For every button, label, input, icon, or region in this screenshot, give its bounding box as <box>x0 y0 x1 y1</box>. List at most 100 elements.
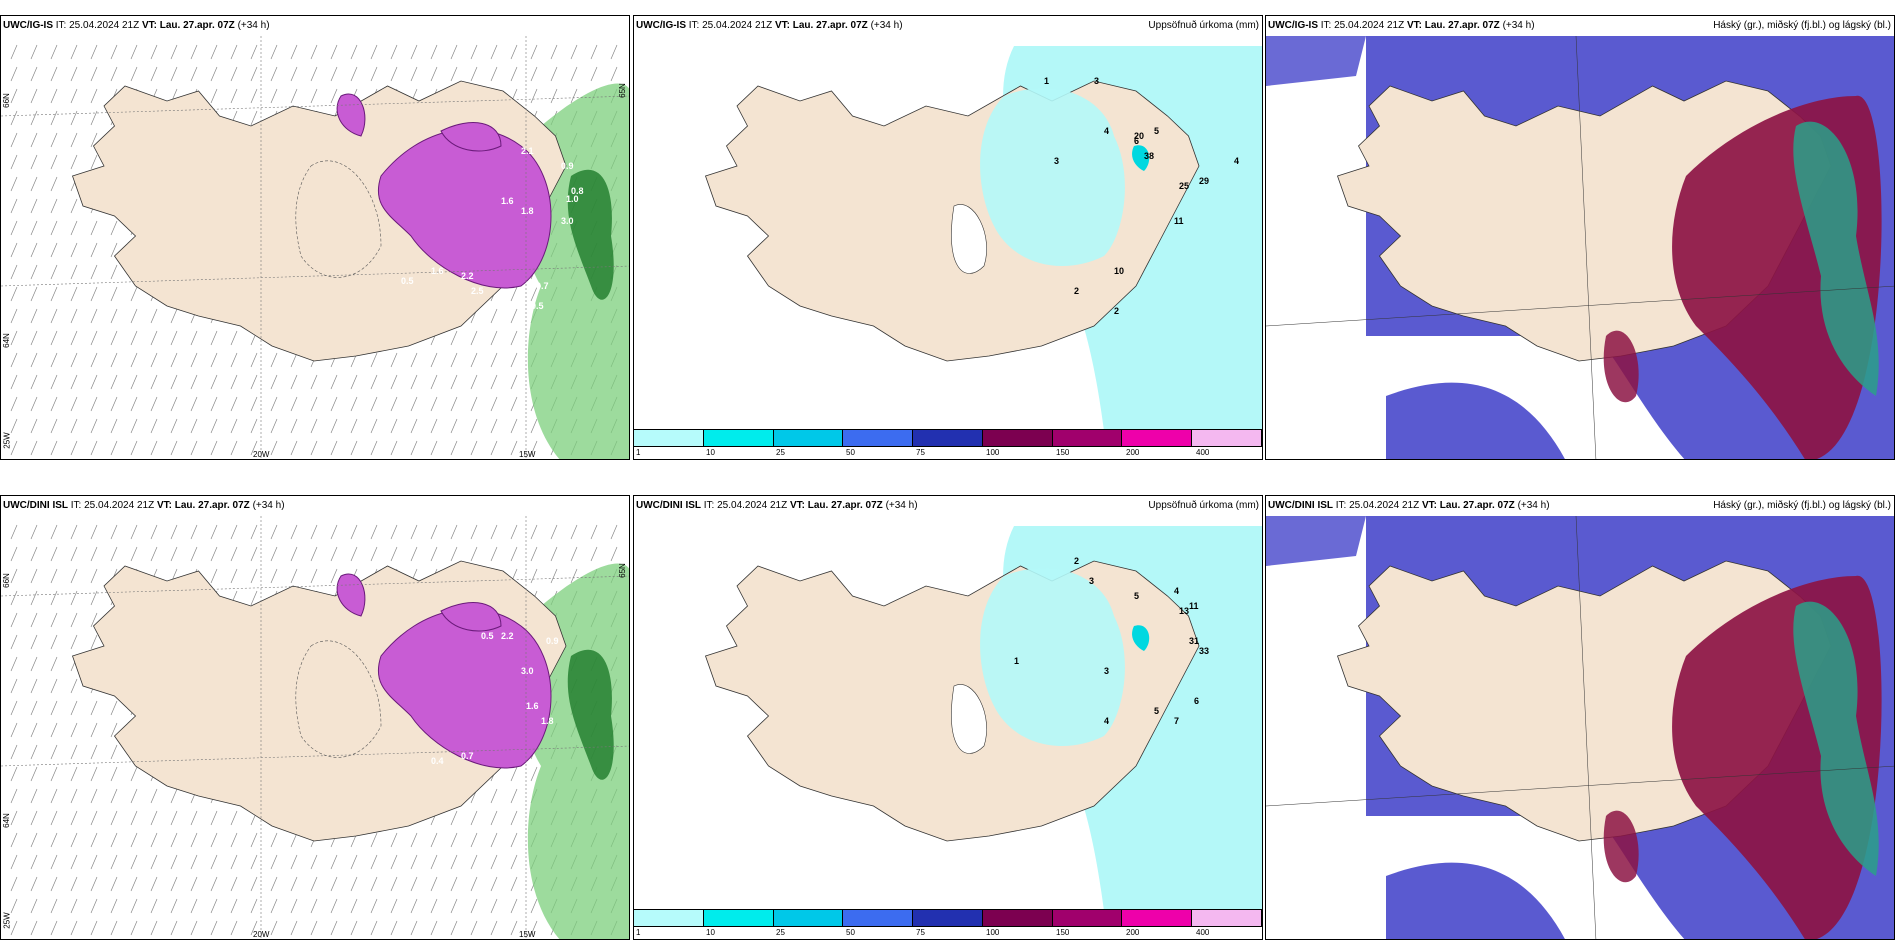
map-value-label: 0.8 <box>571 186 584 196</box>
model-name: UWC/DINI ISL <box>636 500 701 511</box>
map-canvas <box>1266 516 1894 939</box>
scale-tick-label: 150 <box>1056 928 1070 937</box>
scale-swatch <box>1192 430 1262 446</box>
map-value-label: 4 <box>1174 586 1180 596</box>
panel-header: UWC/IG-IS IT: 25.04.2024 21Z VT: Lau. 27… <box>1266 16 1894 36</box>
valid-time: Lau. 27.apr. 07Z <box>792 20 868 31</box>
vt-label: VT: <box>1421 500 1437 511</box>
map-value-label: 11 <box>1189 601 1199 611</box>
map-canvas <box>1 516 629 939</box>
map-value-label: 0.9 <box>561 161 574 171</box>
map-value-label: 0.5 <box>531 301 544 311</box>
map-canvas <box>1 36 629 459</box>
scale-tick-label: 75 <box>916 448 925 457</box>
init-time: 25.04.2024 21Z <box>1349 500 1420 511</box>
vt-label: VT: <box>789 500 805 511</box>
map-value-labels: 0.9 0.8 1.0 3.0 2.1 1.6 1.8 0.5 2.2 1.6 0.5 0.7 2.5 <box>1 36 629 459</box>
map-canvas <box>634 36 1262 431</box>
map-panel-r0-c1: UWC/IG-IS IT: 25.04.2024 21Z VT: Lau. 27… <box>633 15 1263 460</box>
axis-label-lat64: 64N <box>1 333 11 348</box>
map-value-label: 0.7 <box>461 751 474 761</box>
panel-header: UWC/DINI ISL IT: 25.04.2024 21Z VT: Lau.… <box>1266 496 1894 516</box>
precip-color-scale: 1 10 25 50 75 100 150 200 400 <box>634 909 1262 939</box>
map-value-labels <box>1266 516 1894 939</box>
model-name: UWC/IG-IS <box>636 20 686 31</box>
map-value-label: 29 <box>1199 176 1210 186</box>
map-value-label: 3.0 <box>521 666 534 676</box>
map-value-label: 5 <box>1154 126 1160 136</box>
scale-tick-label: 75 <box>916 928 925 937</box>
map-value-label: 0.5 <box>401 276 414 286</box>
lead-time: (+34 h) <box>237 20 270 31</box>
axis-label-lon1: 20W <box>253 930 270 939</box>
map-value-label: 2.1 <box>521 146 534 156</box>
map-value-label: 3.0 <box>561 216 574 226</box>
axis-label-lat65: 65N <box>617 563 627 578</box>
panel-header: UWC/DINI ISL IT: 25.04.2024 21Z VT: Lau.… <box>634 496 1262 516</box>
axis-label-lat25: 25W <box>2 912 12 929</box>
init-time: 25.04.2024 21Z <box>717 500 788 511</box>
model-name: UWC/DINI ISL <box>3 500 68 511</box>
valid-time: Lau. 27.apr. 07Z <box>807 500 883 511</box>
model-name: UWC/IG-IS <box>3 20 53 31</box>
valid-time: Lau. 27.apr. 07Z <box>159 20 235 31</box>
field-title: Háský (gr.), miðský (fj.bl.) og lágský (… <box>1713 20 1891 31</box>
scale-swatch <box>1052 910 1123 926</box>
map-value-label: 4 <box>1104 126 1110 136</box>
axis-label-lat66: 66N <box>1 93 11 108</box>
map-panel-r1-c1: UWC/DINI ISL IT: 25.04.2024 21Z VT: Lau.… <box>633 495 1263 940</box>
scale-swatch <box>1122 430 1193 446</box>
scale-tick-label: 100 <box>986 928 1000 937</box>
map-canvas <box>1266 36 1894 459</box>
map-value-label: 1.0 <box>566 194 579 204</box>
vt-label: VT: <box>774 20 790 31</box>
map-value-label: 2 <box>1114 306 1120 316</box>
scale-tick-label: 50 <box>846 448 855 457</box>
map-value-label: 1.6 <box>431 266 444 276</box>
map-value-label: 3 <box>1104 666 1110 676</box>
scale-swatch <box>773 910 844 926</box>
scale-tick-label: 100 <box>986 448 1000 457</box>
axis-label-lat64: 64N <box>1 813 11 828</box>
map-value-label: 1.8 <box>541 716 554 726</box>
map-value-label: 0.9 <box>546 636 559 646</box>
map-value-label: 11 <box>1174 216 1184 226</box>
init-time: 25.04.2024 21Z <box>84 500 155 511</box>
scale-swatch <box>703 430 774 446</box>
scale-swatch <box>1122 910 1193 926</box>
map-value-label: 0.7 <box>536 281 549 291</box>
map-value-label: 1 <box>1044 76 1050 86</box>
map-value-label: 33 <box>1199 646 1210 656</box>
map-value-label: 1.6 <box>526 701 539 711</box>
vt-label: VT: <box>141 20 157 31</box>
scale-swatch <box>634 910 704 926</box>
field-title: Uppsöfnuð úrkoma (mm) <box>1148 500 1259 511</box>
map-value-label: 7 <box>1174 716 1180 726</box>
map-value-label: 31 <box>1189 636 1200 646</box>
map-canvas <box>634 516 1262 911</box>
scale-tick-label: 50 <box>846 928 855 937</box>
scale-tick-label: 200 <box>1126 928 1140 937</box>
model-name: UWC/IG-IS <box>1268 20 1318 31</box>
map-value-label: 2 <box>1074 556 1080 566</box>
scale-tick-label: 400 <box>1196 448 1210 457</box>
scale-swatch <box>703 910 774 926</box>
model-name: UWC/DINI ISL <box>1268 500 1333 511</box>
lead-time: (+34 h) <box>870 20 903 31</box>
panel-header: UWC/DINI ISL IT: 25.04.2024 21Z VT: Lau.… <box>1 496 629 516</box>
precip-color-scale: 1 10 25 50 75 100 150 200 400 <box>634 429 1262 459</box>
valid-time: Lau. 27.apr. 07Z <box>1424 20 1500 31</box>
scale-tick-label: 25 <box>776 448 785 457</box>
map-value-labels: 1 3 3 4 6 5 20 38 25 29 10 11 4 2 2 1 <box>634 36 1262 459</box>
map-value-label: 20 <box>1134 131 1145 141</box>
valid-time: Lau. 27.apr. 07Z <box>174 500 250 511</box>
scale-swatch <box>843 910 914 926</box>
it-label: IT: <box>70 500 82 511</box>
map-value-label: 1.8 <box>521 206 534 216</box>
map-panel-r0-c2: UWC/IG-IS IT: 25.04.2024 21Z VT: Lau. 27… <box>1265 15 1895 460</box>
map-value-label: 13 <box>1179 606 1190 616</box>
it-label: IT: <box>688 20 700 31</box>
map-value-label: 10 <box>1114 266 1125 276</box>
scale-tick-label: 1 <box>636 448 641 457</box>
scale-swatch <box>634 430 704 446</box>
